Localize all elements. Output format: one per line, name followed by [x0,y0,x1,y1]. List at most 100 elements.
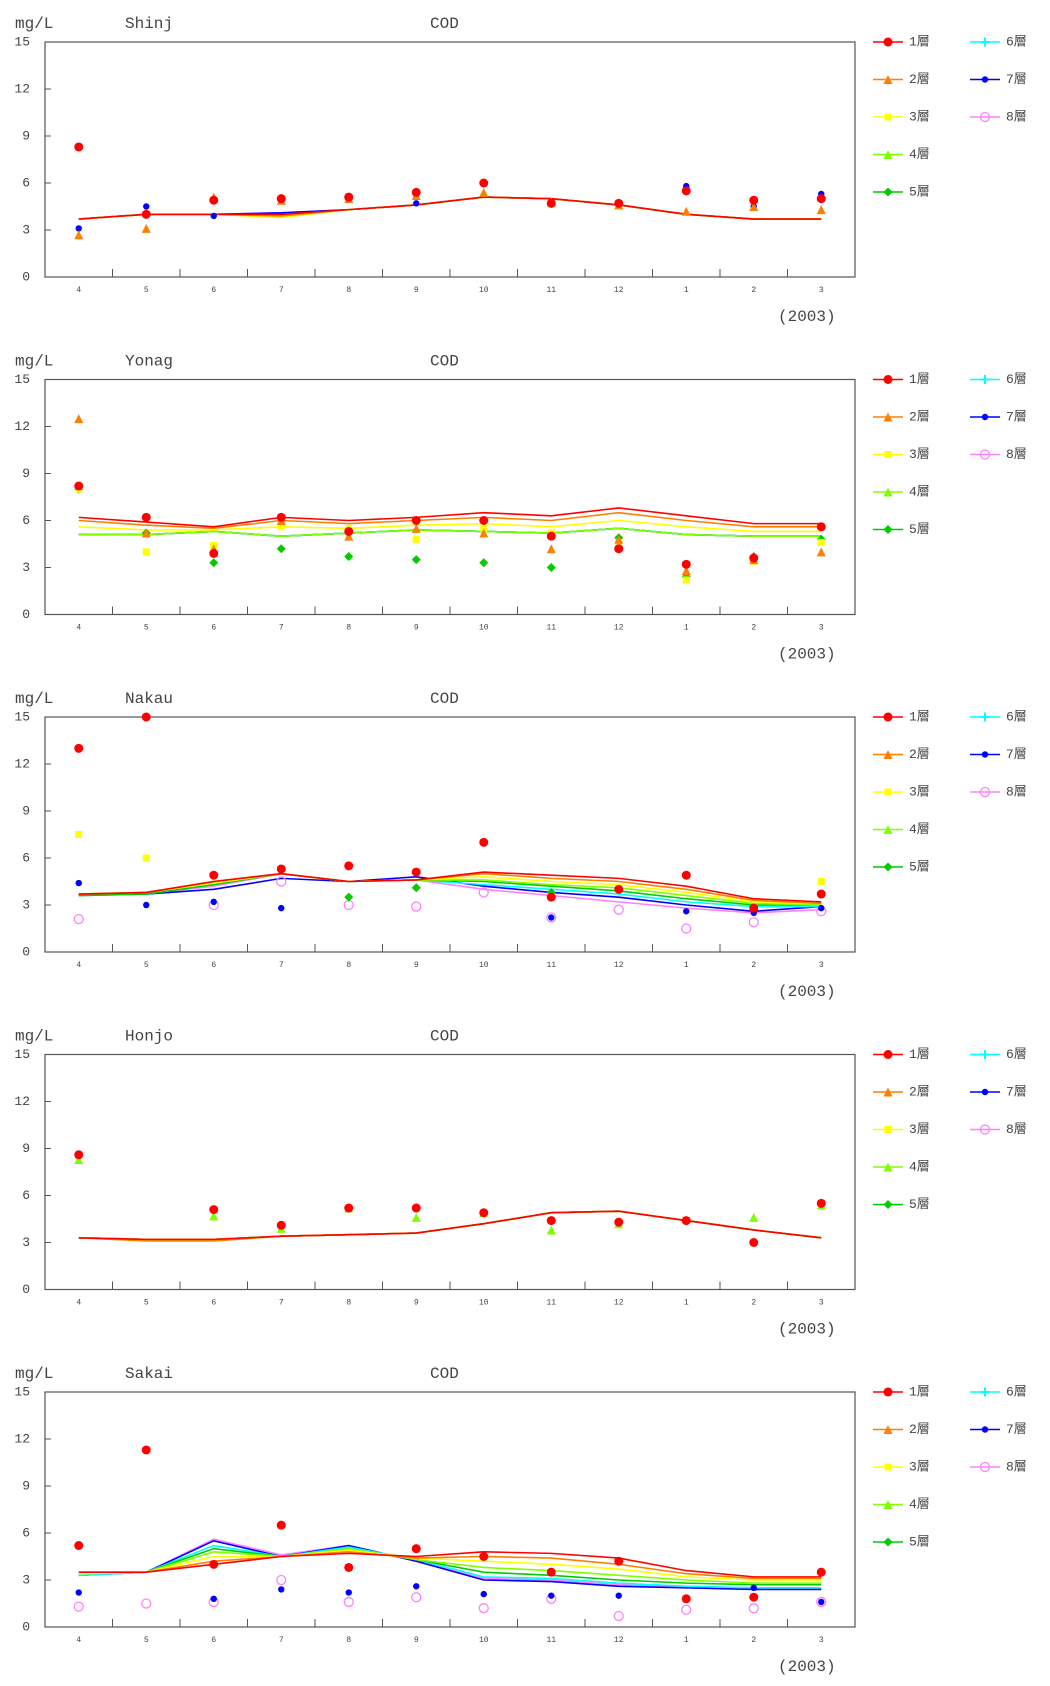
observation-point [75,225,82,232]
observation-point [74,414,84,424]
observation-point [411,1592,422,1603]
observation-point [817,538,825,546]
legend-marker [884,1463,892,1471]
observation-point [75,879,82,887]
y-tick-label: 6 [22,513,30,528]
observation-point [478,887,489,898]
y-tick-label: 15 [14,709,30,724]
legend-marker [979,111,991,123]
observation-point [681,870,691,880]
x-tick-label: 2 [751,961,756,970]
observation-point [546,563,556,572]
model-line [78,1539,822,1591]
legend-label: 1層 [909,1047,930,1062]
legend-marker [979,786,991,798]
legend-marker [883,1087,893,1097]
x-tick-label: 3 [819,624,824,633]
x-tick-label: 1 [684,286,689,295]
observation-point [141,1598,152,1609]
y-tick-label: 3 [22,222,30,237]
legend-marker [883,487,893,497]
observation-point [73,1601,84,1612]
observation-point [681,923,692,934]
legend-label: 7層 [1006,1422,1027,1437]
observation-point [613,904,624,915]
legend-marker [980,1050,990,1059]
observation-point [614,1217,624,1227]
legend-label: 2層 [909,1084,930,1099]
legend-label: 4層 [909,1497,930,1512]
y-tick-label: 3 [22,560,30,575]
observation-point [546,892,556,902]
observation-point [276,512,286,522]
y-tick-label: 0 [22,607,30,622]
legend-marker [980,37,990,47]
legend-label: 3層 [909,1459,930,1474]
observation-point [74,230,84,240]
x-tick-label: 1 [684,624,689,633]
legend-marker [883,1387,893,1397]
plot-frame [44,1391,856,1628]
y-tick-label: 6 [22,850,30,865]
observation-point [750,1584,757,1592]
observation-point [344,526,354,536]
x-tick-label: 9 [414,624,419,633]
legend-marker [883,1162,893,1172]
model-line [78,511,822,530]
legend-label: 2層 [909,1422,930,1437]
parameter-label: COD [430,15,459,33]
legend-label: 1層 [909,372,930,387]
y-tick-label: 9 [22,1478,30,1493]
legend-marker [883,75,893,84]
x-tick-label: 4 [76,1299,81,1308]
observation-point [210,898,217,906]
x-tick-label: 3 [819,286,824,295]
observation-point [546,198,556,208]
x-tick-label: 12 [614,624,624,633]
x-tick-label: 4 [76,286,81,295]
observation-point [615,1592,622,1599]
legend-marker [883,825,893,834]
observation-point [278,1586,285,1593]
observation-point [816,547,826,557]
x-tick-label: 3 [819,1299,824,1308]
x-tick-label: 8 [346,286,351,295]
observation-point [613,1610,624,1622]
legend-marker [981,1426,989,1433]
observation-point [413,1583,420,1590]
model-line [78,1547,822,1584]
y-tick-label: 3 [22,897,30,912]
observation-point [276,1220,286,1230]
legend-marker [981,413,989,421]
observation-point [141,528,151,538]
observation-point [683,908,690,915]
observation-point [411,901,422,912]
observation-point [143,901,150,909]
plot-frame [44,1053,856,1291]
observation-point [546,1216,556,1226]
x-tick-label: 6 [211,286,216,295]
legend-label: 2層 [909,72,930,87]
station-title: Sakai [125,1365,173,1383]
x-tick-label: 12 [614,286,624,295]
x-tick-label: 1 [684,1636,689,1645]
legend-label: 1層 [909,1384,930,1399]
observation-point [411,1544,421,1554]
x-tick-label: 4 [76,961,81,970]
observation-point [479,837,489,847]
model-line [78,527,822,537]
legend-marker [883,187,893,197]
y-tick-label: 15 [14,34,30,49]
observation-point [548,914,555,921]
observation-point [210,1595,217,1603]
year-note: (2003) [778,1658,836,1676]
legend-label: 8層 [1006,784,1027,799]
x-tick-label: 11 [546,961,556,970]
observation-point [748,917,759,928]
legend-label: 6層 [1006,34,1027,49]
x-tick-label: 5 [144,624,149,633]
plot-frame [44,41,856,278]
x-tick-label: 10 [479,1299,489,1308]
observation-point [276,864,286,874]
model-line [78,1547,822,1586]
